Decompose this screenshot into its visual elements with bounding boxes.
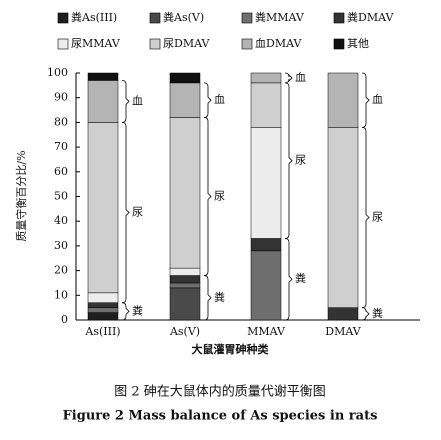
bar-segment	[250, 82, 282, 128]
bracket-label: 尿	[132, 206, 143, 219]
x-axis-label: 大鼠灌胃砷种类	[192, 342, 270, 356]
bar-segment	[250, 72, 282, 84]
y-tick-label: 60	[54, 165, 68, 178]
bracket-label: 粪	[132, 303, 143, 317]
y-tick-label: 30	[54, 239, 68, 252]
bracket-label: 尿	[295, 154, 306, 167]
bar-segment	[169, 287, 201, 321]
chart-subtitle: Figure 2 Mass balance of As species in r…	[63, 409, 378, 424]
legend-swatch	[241, 38, 253, 50]
bracket-label: 尿	[372, 210, 383, 223]
bar-segment	[327, 127, 359, 308]
bar-segment	[87, 312, 119, 321]
legend-label: 尿MMAV	[71, 37, 121, 50]
bar-segment	[87, 72, 119, 81]
bar-segment	[327, 72, 359, 128]
y-tick-label: 70	[54, 140, 68, 153]
bracket-label: 粪	[372, 306, 383, 320]
x-tick-label: MMAV	[247, 325, 286, 338]
bracket	[361, 307, 370, 321]
x-tick-label: As(III)	[84, 325, 120, 338]
bar-segment	[250, 238, 282, 252]
bracket	[284, 82, 293, 239]
bar-segment	[250, 127, 282, 239]
chart-title: 图 2 砷在大鼠体内的质量代谢平衡图	[114, 384, 326, 400]
y-axis-label: 质量守衡百分比/%	[14, 150, 28, 241]
bar-segment	[169, 275, 201, 284]
bracket	[284, 72, 293, 84]
legend-swatch	[333, 12, 345, 24]
bracket	[203, 275, 212, 321]
bracket	[121, 80, 130, 123]
bracket	[121, 302, 130, 321]
y-tick-label: 80	[54, 115, 68, 128]
legend-swatch	[149, 38, 161, 50]
legend-label: 血DMAV	[255, 36, 302, 50]
y-tick-label: 0	[61, 313, 68, 326]
bracket-label: 血	[214, 92, 225, 106]
bracket-label: 血	[295, 70, 306, 84]
bracket-label: 血	[372, 92, 383, 106]
bar-segment	[87, 292, 119, 303]
y-tick-label: 20	[54, 264, 68, 277]
bar-segment	[87, 80, 119, 123]
bar-segment	[327, 307, 359, 321]
bar-segment	[169, 117, 201, 269]
x-tick-label: DMAV	[325, 325, 361, 338]
bracket	[203, 82, 212, 118]
y-tick-label: 50	[54, 190, 68, 203]
legend-swatch	[149, 12, 161, 24]
y-tick-label: 90	[54, 91, 68, 104]
legend-label: 尿DMAV	[163, 37, 210, 50]
bar-segment	[87, 307, 119, 313]
bar-segment	[169, 82, 201, 118]
y-tick-label: 100	[47, 66, 68, 79]
bar-segment	[250, 250, 282, 321]
legend-label: 粪As(V)	[163, 10, 204, 24]
legend-label: 粪DMAV	[347, 10, 394, 24]
bracket	[361, 126, 370, 309]
bar-segment	[169, 282, 201, 289]
bracket-label: 尿	[214, 190, 225, 203]
y-tick-label: 10	[54, 288, 68, 301]
bracket	[203, 117, 212, 276]
legend-label: 其他	[347, 37, 369, 50]
y-tick-label: 40	[54, 214, 68, 227]
bracket	[361, 72, 370, 128]
legend-swatch	[333, 38, 345, 50]
bracket	[284, 238, 293, 321]
bar-segment	[169, 267, 201, 276]
bracket-label: 粪	[214, 290, 225, 304]
legend-swatch	[241, 12, 253, 24]
legend-swatch	[57, 12, 69, 24]
bracket-label: 血	[132, 93, 143, 107]
bracket-label: 粪	[295, 271, 306, 285]
bar-segment	[87, 122, 119, 294]
legend-label: 粪MMAV	[255, 10, 305, 24]
legend-swatch	[57, 38, 69, 50]
x-tick-label: As(V)	[169, 325, 200, 338]
bracket	[121, 122, 130, 304]
legend-label: 粪As(III)	[71, 10, 117, 24]
bar-segment	[169, 72, 201, 84]
bar-segment	[87, 302, 119, 308]
